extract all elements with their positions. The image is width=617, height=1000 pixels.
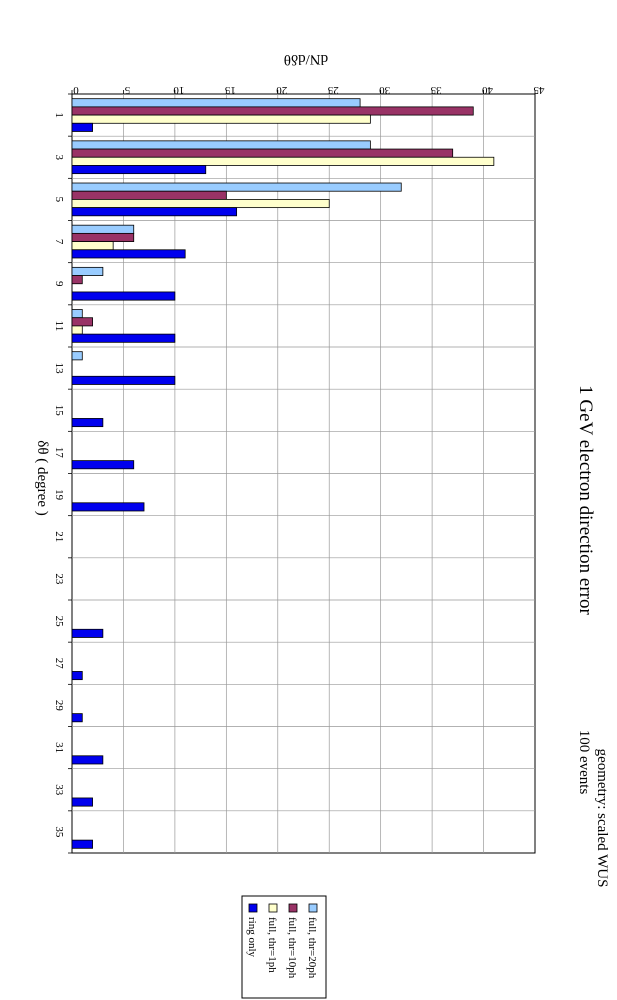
tick-labels: 0 5 10 15 20 25 30 35 40 451357911131517192123252… xyxy=(53,84,545,838)
value-tick-label: 15 xyxy=(224,84,236,96)
chart-title: 1 GeV electron direction error xyxy=(575,385,596,615)
category-tick-label: 7 xyxy=(53,239,65,245)
bar xyxy=(71,333,176,343)
legend-label: full, thr=10ph xyxy=(286,917,298,979)
bar xyxy=(71,224,135,234)
bar xyxy=(71,165,207,175)
legend-label: full, thr=1ph xyxy=(266,917,278,973)
value-tick-label: 0 xyxy=(73,84,79,96)
legend-box xyxy=(241,895,327,999)
category-tick-label: 29 xyxy=(53,700,65,712)
bar xyxy=(71,207,238,217)
bar xyxy=(71,713,83,723)
category-tick-label: 31 xyxy=(53,742,65,753)
legend-label: ring only xyxy=(246,917,258,958)
legend-swatch xyxy=(308,903,318,913)
bar xyxy=(71,275,83,285)
bar xyxy=(71,106,474,116)
category-tick-label: 3 xyxy=(53,155,65,161)
category-tick-label: 11 xyxy=(53,321,65,332)
bar xyxy=(71,628,104,638)
bar xyxy=(71,502,145,512)
value-tick-label: 20 xyxy=(276,84,288,96)
bar xyxy=(71,122,93,132)
value-tick-label: 35 xyxy=(430,84,442,96)
bar xyxy=(71,291,176,301)
category-tick-label: 17 xyxy=(53,447,65,459)
bar xyxy=(71,418,104,428)
bar xyxy=(71,839,93,849)
bar xyxy=(71,190,227,200)
value-tick-label: 10 xyxy=(173,84,185,96)
bar xyxy=(71,325,83,335)
category-tick-label: 25 xyxy=(53,616,65,628)
bar xyxy=(71,98,361,108)
legend-swatch xyxy=(288,903,298,913)
category-tick-label: 21 xyxy=(53,531,65,542)
category-tick-label: 33 xyxy=(53,784,65,796)
value-tick-label: 25 xyxy=(327,84,339,96)
legend-label: full, thr=20ph xyxy=(306,917,318,979)
bar xyxy=(71,375,176,385)
bar xyxy=(71,460,135,470)
category-tick-label: 15 xyxy=(53,405,65,417)
category-tick-label: 27 xyxy=(53,658,65,670)
category-tick-label: 9 xyxy=(53,281,65,287)
category-tick-label: 1 xyxy=(53,112,65,118)
bar xyxy=(71,309,83,319)
value-tick-label: 45 xyxy=(533,84,545,96)
bar xyxy=(71,140,371,150)
bar xyxy=(71,266,104,276)
legend-swatch xyxy=(248,903,258,913)
bar xyxy=(71,671,83,681)
value-tick-label: 5 xyxy=(124,84,130,96)
category-tick-label: 19 xyxy=(53,489,65,501)
bar xyxy=(71,148,454,158)
legend-swatch xyxy=(268,903,278,913)
category-tick-label: 35 xyxy=(53,826,65,838)
bar xyxy=(71,797,93,807)
events-note: 100 events xyxy=(576,730,592,795)
bar xyxy=(71,182,402,192)
category-tick-label: 5 xyxy=(53,197,65,203)
y-axis-title: dN/dδθ xyxy=(284,51,328,67)
value-tick-label: 40 xyxy=(482,84,494,96)
category-tick-label: 23 xyxy=(53,573,65,585)
bar xyxy=(71,232,135,242)
category-tick-label: 13 xyxy=(53,363,65,375)
bar xyxy=(71,241,114,251)
bar xyxy=(71,351,83,361)
legend: full, thr=20ph full, thr=10ph full, thr=1p… xyxy=(241,895,327,999)
value-tick-label: 30 xyxy=(379,84,391,96)
bar xyxy=(71,755,104,765)
bar xyxy=(71,317,93,327)
plot-area xyxy=(68,90,536,854)
bar xyxy=(71,249,186,259)
bar xyxy=(71,156,495,166)
bar xyxy=(71,114,371,124)
bar xyxy=(71,199,330,209)
geometry-note: geometry: scaled WUS xyxy=(594,749,610,888)
x-axis-title: δθ ( degree ) xyxy=(34,440,50,515)
